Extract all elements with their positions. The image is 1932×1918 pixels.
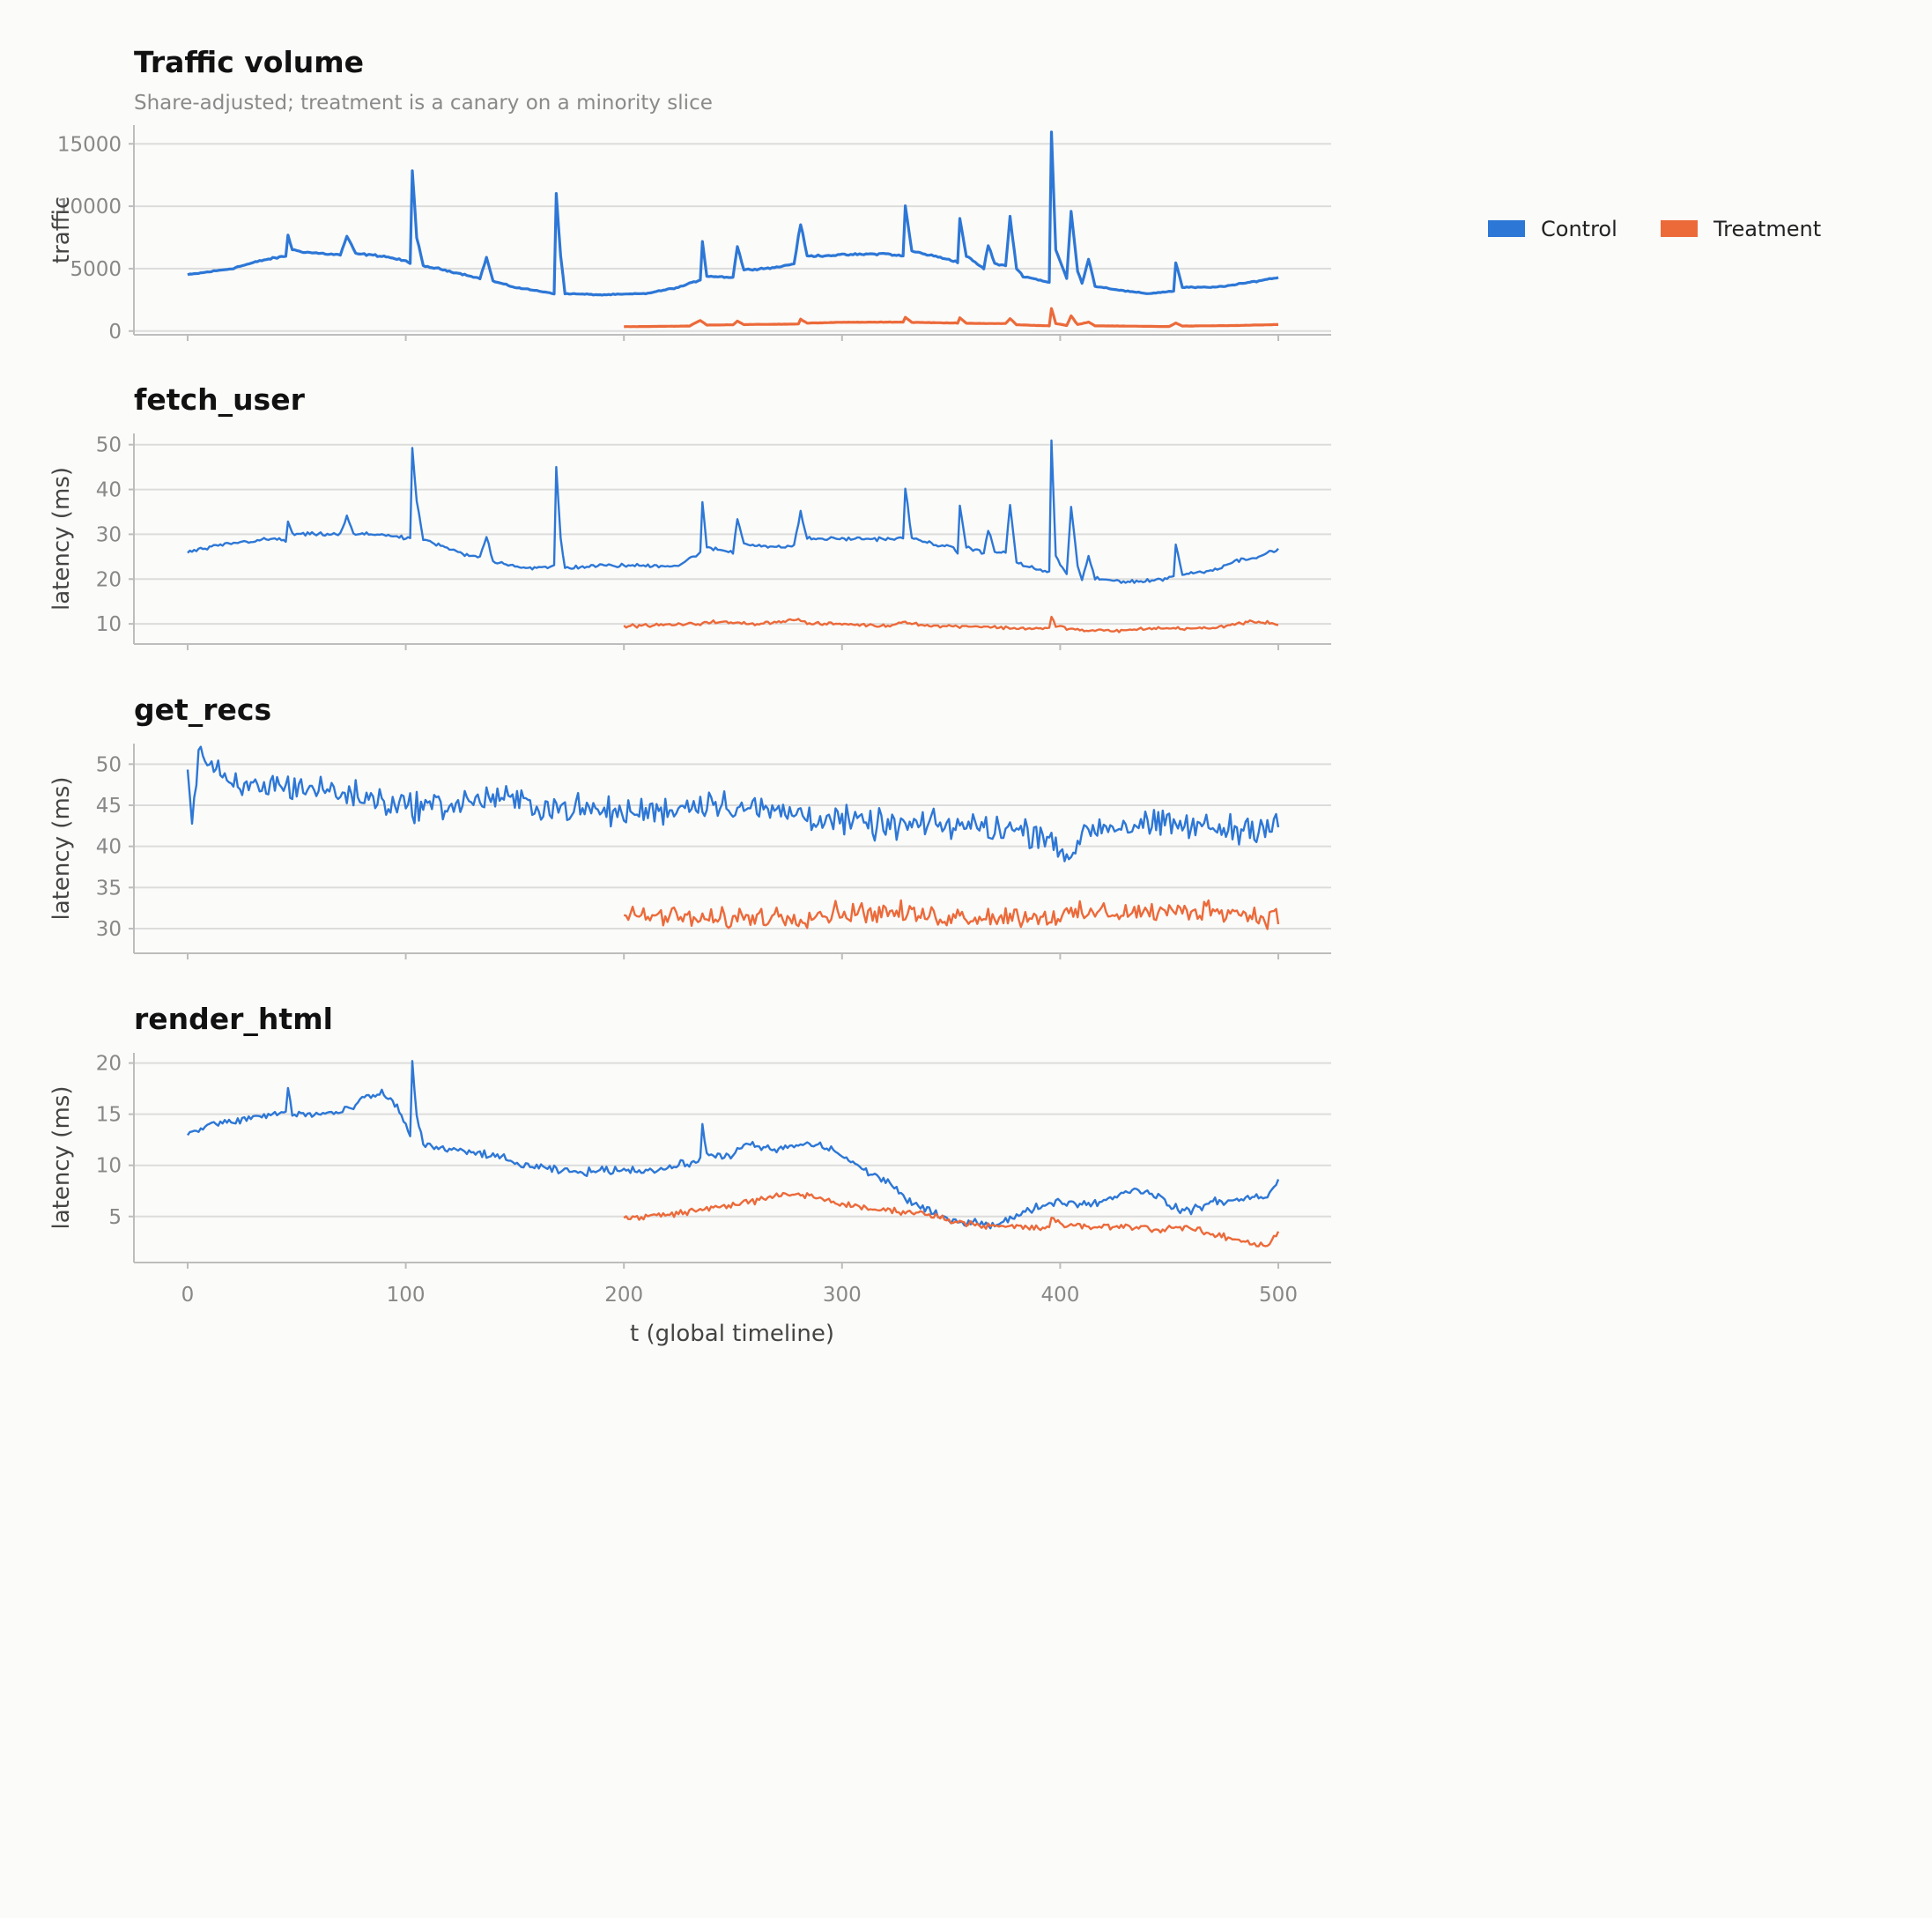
- y-axis-label: traffic: [48, 196, 75, 263]
- y-tick-label: 15: [96, 1104, 122, 1127]
- y-axis-label: latency (ms): [48, 467, 75, 611]
- panel-title: get_recs: [134, 692, 271, 727]
- x-tick-label: 500: [1259, 1284, 1298, 1307]
- y-tick-label: 45: [96, 795, 122, 818]
- y-tick-label: 0: [108, 321, 122, 344]
- x-tick-label: 300: [823, 1284, 862, 1307]
- x-tick-label: 0: [181, 1284, 195, 1307]
- y-tick-label: 35: [96, 877, 122, 900]
- y-tick-label: 30: [96, 523, 122, 546]
- y-tick-label: 5000: [70, 258, 122, 281]
- y-axis-label: latency (ms): [48, 1086, 75, 1230]
- panel-get-recs: get_recs 30 35 40 45 50 latency (ms): [48, 692, 1331, 959]
- y-tick-label: 10: [96, 1155, 122, 1178]
- y-tick-label: 15000: [57, 133, 122, 156]
- y-tick-label: 10000: [57, 196, 122, 218]
- y-tick-label: 50: [96, 434, 122, 457]
- legend-swatch-control: [1488, 220, 1525, 237]
- x-tick-label: 200: [604, 1284, 643, 1307]
- series-line-control: [186, 745, 1280, 863]
- x-tick-label: 100: [387, 1284, 426, 1307]
- series-line-control: [187, 130, 1279, 297]
- legend-label-treatment: Treatment: [1713, 217, 1821, 241]
- y-tick-label: 40: [96, 479, 122, 502]
- panel-title: render_html: [134, 1002, 333, 1036]
- series-line-control: [187, 1060, 1280, 1230]
- panel-title: Traffic volume: [134, 45, 364, 79]
- series-line-control: [187, 439, 1279, 584]
- legend: Control Treatment: [1488, 217, 1821, 241]
- series-line-treatment: [623, 615, 1279, 633]
- panel-subtitle: Share-adjusted; treatment is a canary on…: [134, 92, 713, 115]
- panel-traffic-volume: Traffic volume Share-adjusted; treatment …: [48, 45, 1821, 344]
- panel-render-html: render_html 5 10 15 20 latency (ms) 0 100 200 300…: [48, 1002, 1331, 1347]
- panel-fetch-user: fetch_user 10 20 30 40 50 latency (ms): [48, 382, 1331, 650]
- y-tick-label: 5: [108, 1206, 122, 1229]
- legend-label-control: Control: [1541, 217, 1617, 241]
- y-tick-label: 10: [96, 613, 122, 636]
- y-tick-label: 20: [96, 1053, 122, 1076]
- y-tick-label: 20: [96, 568, 122, 591]
- legend-swatch-treatment: [1661, 220, 1698, 237]
- series-line-treatment: [623, 899, 1280, 930]
- panel-title: fetch_user: [134, 382, 306, 417]
- y-axis-label: latency (ms): [48, 777, 75, 921]
- series-line-treatment: [623, 1191, 1280, 1248]
- y-tick-label: 30: [96, 918, 122, 941]
- x-axis-label: t (global timeline): [630, 1321, 834, 1347]
- x-tick-label: 400: [1040, 1284, 1079, 1307]
- series-line-treatment: [624, 307, 1278, 329]
- y-tick-label: 40: [96, 836, 122, 859]
- y-tick-label: 50: [96, 753, 122, 776]
